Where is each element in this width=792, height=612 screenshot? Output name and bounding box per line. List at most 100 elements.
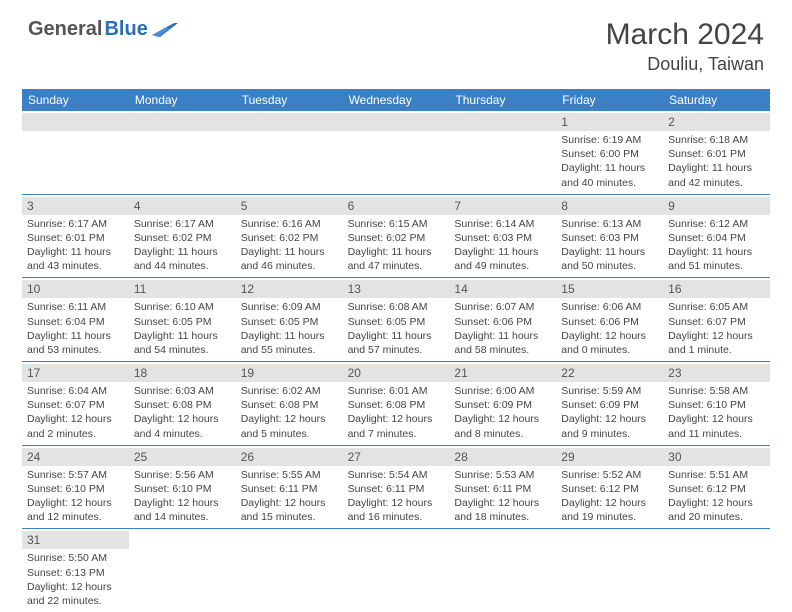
day-cell: 10Sunrise: 6:11 AMSunset: 6:04 PMDayligh… [22, 278, 129, 361]
day-cell: 6Sunrise: 6:15 AMSunset: 6:02 PMDaylight… [343, 195, 450, 278]
day-cell [22, 111, 129, 194]
sunrise-text: Sunrise: 5:51 AM [668, 468, 765, 482]
day-number: 2 [663, 113, 770, 131]
dayname-header-row: Sunday Monday Tuesday Wednesday Thursday… [22, 89, 770, 111]
week-row: 31Sunrise: 5:50 AMSunset: 6:13 PMDayligh… [22, 529, 770, 612]
daylight-text: Daylight: 12 hours and 15 minutes. [241, 496, 338, 524]
day-number: 15 [556, 280, 663, 298]
daylight-text: Daylight: 12 hours and 9 minutes. [561, 412, 658, 440]
sunset-text: Sunset: 6:03 PM [561, 231, 658, 245]
sunset-text: Sunset: 6:07 PM [668, 315, 765, 329]
day-cell [129, 111, 236, 194]
sunrise-text: Sunrise: 5:58 AM [668, 384, 765, 398]
day-cell: 12Sunrise: 6:09 AMSunset: 6:05 PMDayligh… [236, 278, 343, 361]
day-number: 17 [22, 364, 129, 382]
day-number: 24 [22, 448, 129, 466]
day-cell: 2Sunrise: 6:18 AMSunset: 6:01 PMDaylight… [663, 111, 770, 194]
daylight-text: Daylight: 11 hours and 50 minutes. [561, 245, 658, 273]
sunset-text: Sunset: 6:11 PM [241, 482, 338, 496]
sunrise-text: Sunrise: 6:19 AM [561, 133, 658, 147]
daylight-text: Daylight: 12 hours and 14 minutes. [134, 496, 231, 524]
day-number: 20 [343, 364, 450, 382]
sunrise-text: Sunrise: 6:12 AM [668, 217, 765, 231]
sunrise-text: Sunrise: 6:18 AM [668, 133, 765, 147]
daylight-text: Daylight: 12 hours and 19 minutes. [561, 496, 658, 524]
calendar-grid: Sunday Monday Tuesday Wednesday Thursday… [22, 89, 770, 612]
day-number [449, 113, 556, 131]
day-number: 11 [129, 280, 236, 298]
sunrise-text: Sunrise: 6:16 AM [241, 217, 338, 231]
sunrise-text: Sunrise: 5:53 AM [454, 468, 551, 482]
sunrise-text: Sunrise: 5:59 AM [561, 384, 658, 398]
week-row: 3Sunrise: 6:17 AMSunset: 6:01 PMDaylight… [22, 195, 770, 279]
day-cell: 13Sunrise: 6:08 AMSunset: 6:05 PMDayligh… [343, 278, 450, 361]
daylight-text: Daylight: 11 hours and 47 minutes. [348, 245, 445, 273]
day-number: 12 [236, 280, 343, 298]
flag-icon [152, 21, 178, 39]
dayname-thu: Thursday [449, 89, 556, 111]
sunrise-text: Sunrise: 6:05 AM [668, 300, 765, 314]
day-cell [663, 529, 770, 612]
day-cell [449, 111, 556, 194]
sunset-text: Sunset: 6:12 PM [561, 482, 658, 496]
daylight-text: Daylight: 11 hours and 40 minutes. [561, 161, 658, 189]
sunset-text: Sunset: 6:09 PM [561, 398, 658, 412]
day-cell: 16Sunrise: 6:05 AMSunset: 6:07 PMDayligh… [663, 278, 770, 361]
day-cell [343, 111, 450, 194]
sunset-text: Sunset: 6:01 PM [27, 231, 124, 245]
daylight-text: Daylight: 12 hours and 20 minutes. [668, 496, 765, 524]
day-cell: 21Sunrise: 6:00 AMSunset: 6:09 PMDayligh… [449, 362, 556, 445]
dayname-wed: Wednesday [343, 89, 450, 111]
sunset-text: Sunset: 6:03 PM [454, 231, 551, 245]
sunrise-text: Sunrise: 6:13 AM [561, 217, 658, 231]
day-cell: 7Sunrise: 6:14 AMSunset: 6:03 PMDaylight… [449, 195, 556, 278]
sunrise-text: Sunrise: 5:54 AM [348, 468, 445, 482]
sunset-text: Sunset: 6:08 PM [241, 398, 338, 412]
sunrise-text: Sunrise: 5:56 AM [134, 468, 231, 482]
page-header: General Blue March 2024 Douliu, Taiwan [0, 0, 792, 83]
dayname-mon: Monday [129, 89, 236, 111]
sunset-text: Sunset: 6:13 PM [27, 566, 124, 580]
day-number: 19 [236, 364, 343, 382]
sunset-text: Sunset: 6:09 PM [454, 398, 551, 412]
sunrise-text: Sunrise: 6:09 AM [241, 300, 338, 314]
daylight-text: Daylight: 11 hours and 44 minutes. [134, 245, 231, 273]
day-number [129, 113, 236, 131]
daylight-text: Daylight: 11 hours and 58 minutes. [454, 329, 551, 357]
day-cell [236, 529, 343, 612]
daylight-text: Daylight: 11 hours and 46 minutes. [241, 245, 338, 273]
day-cell: 31Sunrise: 5:50 AMSunset: 6:13 PMDayligh… [22, 529, 129, 612]
day-cell: 19Sunrise: 6:02 AMSunset: 6:08 PMDayligh… [236, 362, 343, 445]
day-cell: 17Sunrise: 6:04 AMSunset: 6:07 PMDayligh… [22, 362, 129, 445]
daylight-text: Daylight: 12 hours and 4 minutes. [134, 412, 231, 440]
sunset-text: Sunset: 6:02 PM [348, 231, 445, 245]
day-number: 26 [236, 448, 343, 466]
day-number: 29 [556, 448, 663, 466]
sunrise-text: Sunrise: 6:17 AM [27, 217, 124, 231]
day-cell: 14Sunrise: 6:07 AMSunset: 6:06 PMDayligh… [449, 278, 556, 361]
sunrise-text: Sunrise: 6:03 AM [134, 384, 231, 398]
daylight-text: Daylight: 12 hours and 8 minutes. [454, 412, 551, 440]
day-cell: 26Sunrise: 5:55 AMSunset: 6:11 PMDayligh… [236, 446, 343, 529]
daylight-text: Daylight: 12 hours and 5 minutes. [241, 412, 338, 440]
day-cell: 18Sunrise: 6:03 AMSunset: 6:08 PMDayligh… [129, 362, 236, 445]
sunrise-text: Sunrise: 5:50 AM [27, 551, 124, 565]
day-cell: 22 Sunrise: 5:59 AMSunset: 6:09 PMDayligh… [556, 362, 663, 445]
day-cell: 8Sunrise: 6:13 AMSunset: 6:03 PMDaylight… [556, 195, 663, 278]
day-cell: 24Sunrise: 5:57 AMSunset: 6:10 PMDayligh… [22, 446, 129, 529]
daylight-text: Daylight: 12 hours and 12 minutes. [27, 496, 124, 524]
day-number: 21 [449, 364, 556, 382]
sunset-text: Sunset: 6:04 PM [27, 315, 124, 329]
daylight-text: Daylight: 12 hours and 0 minutes. [561, 329, 658, 357]
day-number: 22 [556, 364, 663, 382]
day-number: 6 [343, 197, 450, 215]
day-cell [556, 529, 663, 612]
sunset-text: Sunset: 6:11 PM [348, 482, 445, 496]
sunset-text: Sunset: 6:08 PM [134, 398, 231, 412]
daylight-text: Daylight: 12 hours and 22 minutes. [27, 580, 124, 608]
sunset-text: Sunset: 6:08 PM [348, 398, 445, 412]
daylight-text: Daylight: 11 hours and 53 minutes. [27, 329, 124, 357]
day-cell: 4Sunrise: 6:17 AMSunset: 6:02 PMDaylight… [129, 195, 236, 278]
week-row: 10Sunrise: 6:11 AMSunset: 6:04 PMDayligh… [22, 278, 770, 362]
day-cell [449, 529, 556, 612]
